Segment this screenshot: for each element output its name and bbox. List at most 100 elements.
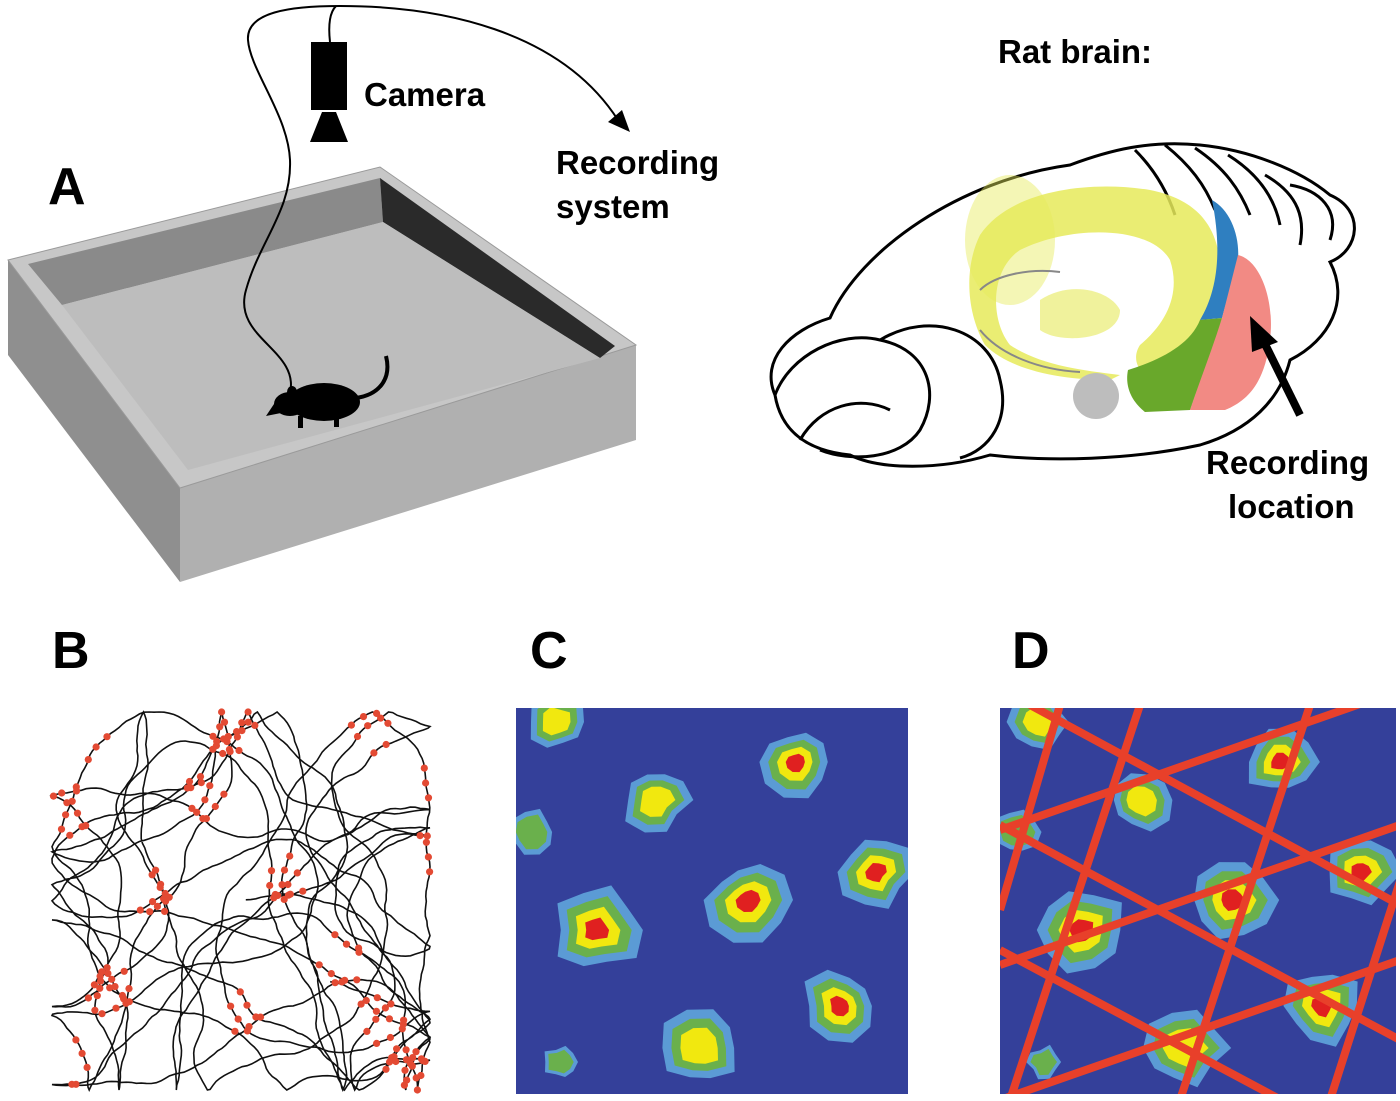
spike-dot: [363, 1027, 371, 1035]
spike-dot: [84, 994, 92, 1002]
spike-dot: [98, 1010, 106, 1018]
spike-dot: [382, 1065, 390, 1073]
arena-floor: [62, 222, 600, 470]
rat-brain-title: Rat brain:: [998, 33, 1152, 70]
spike-dot: [384, 719, 392, 727]
grid-line: [1000, 822, 1396, 969]
recording-location-label-line1: Recording: [1206, 444, 1369, 481]
rat-brain-panel: Rat brain: Recording location: [769, 33, 1369, 525]
spike-dot: [149, 898, 157, 906]
spike-dot: [385, 1015, 393, 1023]
spike-dot: [93, 992, 101, 1000]
spike-dot: [62, 811, 70, 819]
spike-dot: [103, 733, 111, 741]
spike-dot: [426, 868, 434, 876]
panel-d: D: [1000, 622, 1396, 1094]
spike-dot: [377, 714, 385, 722]
spike-dot: [225, 745, 233, 754]
spike-dot: [233, 733, 241, 741]
spike-dot: [49, 792, 58, 800]
spike-dot: [216, 723, 224, 731]
spike-dot: [78, 1049, 86, 1057]
spike-dot: [112, 1004, 120, 1012]
spike-dot: [236, 988, 244, 996]
recording-location-arrow: [1258, 336, 1304, 417]
spike-dot: [398, 1025, 406, 1033]
hippocampus-region: [969, 186, 1221, 380]
spike-dot: [355, 948, 363, 956]
spike-dot: [420, 764, 428, 772]
grid-line: [1000, 708, 1064, 912]
spike-dot: [125, 985, 133, 993]
firing-fields-c: [516, 708, 908, 1079]
arena-front-wall: [180, 345, 636, 582]
spike-dot: [196, 773, 205, 781]
grid-line: [1327, 880, 1396, 1094]
arrow-head-icon: [608, 110, 630, 132]
spike-dot: [373, 709, 381, 718]
spike-dot: [73, 809, 82, 817]
spike-dot: [209, 745, 217, 753]
firing-field: [1351, 863, 1372, 882]
spike-dot: [209, 732, 217, 740]
camera-label: Camera: [364, 76, 486, 113]
spike-dot: [243, 1001, 251, 1009]
spike-dot: [235, 746, 243, 755]
spike-dot: [407, 1060, 415, 1068]
spike-dot: [83, 1063, 91, 1071]
spike-dot: [347, 721, 355, 729]
spike-dot: [331, 979, 339, 987]
spike-dot: [220, 735, 228, 743]
spike-dot: [370, 749, 378, 757]
spike-dot: [251, 721, 259, 730]
spike-dot: [96, 972, 104, 980]
spike-dot: [385, 1058, 394, 1066]
spike-dot: [315, 961, 323, 969]
panel-letter-d: D: [1012, 622, 1050, 680]
spike-dot: [266, 881, 274, 890]
spike-dot: [280, 866, 289, 874]
spike-dot: [206, 782, 214, 790]
spike-dot: [233, 728, 241, 736]
spike-dot: [104, 969, 112, 978]
spike-dot: [193, 808, 201, 816]
spike-dot: [103, 964, 111, 972]
spike-dot: [227, 1002, 235, 1010]
spike-dot: [422, 838, 430, 846]
camera-icon: [310, 42, 348, 142]
firing-field: [865, 863, 887, 883]
grid-line: [1028, 708, 1396, 908]
spike-dot: [68, 1080, 76, 1088]
spike-dot: [185, 777, 194, 786]
arena: [7, 166, 638, 582]
panel-b: B: [46, 622, 436, 1094]
spike-dot: [58, 789, 66, 797]
spike-dot: [417, 1071, 425, 1080]
arena-inner-back-wall: [28, 178, 383, 305]
spike-dot: [91, 1006, 99, 1014]
spike-dot: [92, 743, 100, 751]
arena-left-wall: [8, 260, 180, 582]
spike-dot: [392, 1057, 400, 1066]
spike-dot: [57, 825, 66, 833]
spike-dot: [342, 940, 351, 948]
spike-dot: [387, 1000, 395, 1008]
spike-dot: [78, 823, 86, 831]
spike-dot: [106, 984, 114, 992]
spike-dot: [373, 1039, 381, 1047]
spike-dot: [136, 906, 144, 914]
spike-dot: [108, 975, 116, 983]
spike-dot: [146, 908, 154, 916]
grey-structure: [1073, 373, 1119, 419]
spike-dot: [244, 708, 252, 716]
spike-dot: [372, 1007, 380, 1015]
spike-dot: [202, 815, 210, 823]
spike-dot: [400, 1081, 408, 1089]
arena-inner-right-wall: [380, 178, 615, 358]
spike-dot: [243, 1027, 251, 1035]
spike-dot: [220, 790, 228, 798]
spike-dot: [286, 852, 294, 860]
green-region: [1127, 318, 1222, 412]
spike-dot: [96, 984, 104, 992]
